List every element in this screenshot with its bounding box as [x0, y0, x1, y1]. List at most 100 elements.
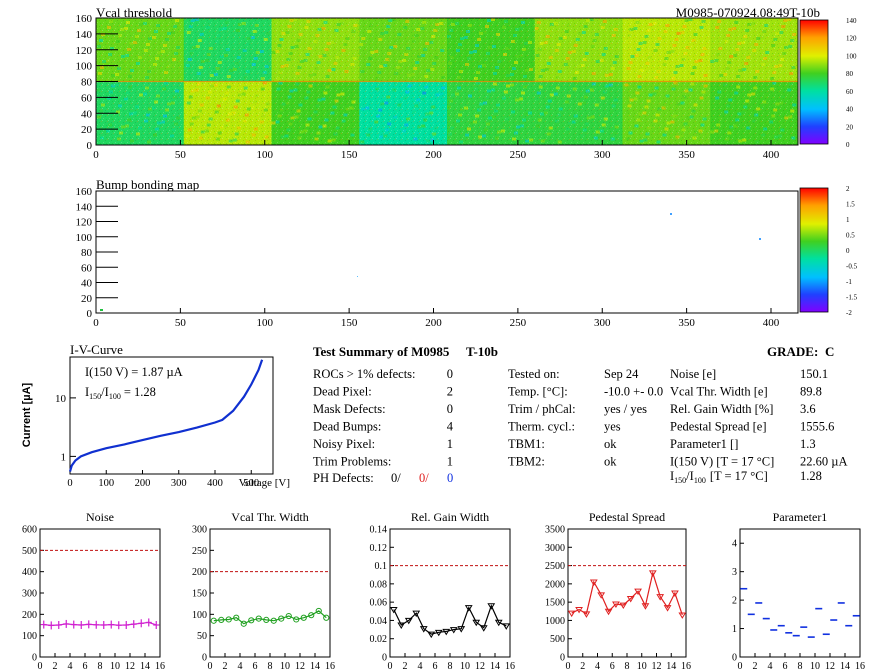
y-tick-label: 60: [81, 92, 93, 104]
vcal-threshold-axes: 0 50 100 150 200 250 300 350 400 0 20 40 60 80 100 120 1…: [76, 13, 780, 161]
data-point: [404, 617, 413, 625]
y-tick-label: 600: [22, 525, 37, 536]
result-row-value: 89.8: [800, 385, 822, 399]
x-tick-label: 6: [783, 661, 788, 672]
data-point: [656, 594, 665, 601]
x-tick-label: 4: [768, 661, 773, 672]
grade-value: C: [825, 344, 834, 359]
y-tick-label: 40: [81, 108, 93, 120]
data-point: [582, 611, 591, 618]
iv-x-tick-label: 400: [207, 478, 223, 489]
x-tick-label: 14: [840, 661, 850, 672]
data-point: [323, 614, 330, 621]
x-tick-label: 10: [280, 661, 290, 672]
x-tick-label: 2: [223, 661, 228, 672]
data-point: [597, 592, 606, 599]
y-tick-label: 500: [22, 546, 37, 557]
y-tick-label: 40: [81, 278, 93, 290]
vcal-threshold-title: Vcal threshold: [96, 5, 173, 20]
data-point: [278, 615, 285, 622]
y-tick-label: 0.14: [370, 525, 388, 536]
x-tick-label: 6: [253, 661, 258, 672]
summary-row-label: Trim Problems:: [313, 455, 391, 469]
y-tick-label: 0.02: [370, 634, 388, 645]
iv-ratio-sub2: 100: [109, 392, 121, 401]
y-tick-label: 2500: [545, 561, 565, 572]
per-roc-title: Parameter1: [773, 510, 828, 524]
ratio-row-label: I150/I100 [T = 17 °C]: [670, 469, 768, 485]
per-roc-frame: [739, 528, 861, 658]
x-tick-label: 16: [155, 661, 165, 672]
y-tick-label: 1000: [545, 616, 565, 627]
summary-results-column: Noise [e] 150.1 Vcal Thr. Width [e] 89.8 Rel…: [670, 367, 847, 469]
condition-row-value: ok: [604, 455, 617, 469]
x-tick-label: 50: [175, 317, 187, 329]
result-row-value: 22.60 µA: [800, 455, 847, 469]
y-tick-label: 100: [76, 61, 93, 73]
per-roc-frame: [567, 528, 687, 658]
colorbar-tick-label: 80: [846, 70, 854, 78]
ratio-row-sub1: 150: [674, 476, 686, 485]
x-tick-label: 0: [738, 661, 743, 672]
x-tick-label: 14: [140, 661, 150, 672]
y-tick-label: 80: [81, 77, 93, 89]
summary-heading: Test Summary of M0985: [313, 344, 450, 359]
data-point: [210, 617, 217, 624]
iv-ratio-value: = 1.28: [124, 385, 156, 399]
y-tick-label: 1500: [545, 598, 565, 609]
y-tick-label: 0: [560, 653, 565, 664]
bump-bonding-frame: [95, 190, 799, 314]
y-tick-label: 0.12: [370, 543, 388, 554]
x-tick-label: 0: [388, 661, 393, 672]
x-tick-label: 300: [594, 317, 611, 329]
y-tick-label: 2000: [545, 579, 565, 590]
x-tick-label: 16: [855, 661, 865, 672]
data-point: [567, 610, 576, 618]
x-tick-label: 12: [475, 661, 485, 672]
y-tick-label: 400: [22, 567, 37, 578]
y-tick-label: 0: [732, 653, 737, 664]
per-roc-title: Pedestal Spread: [589, 510, 665, 524]
y-tick-label: 140: [76, 201, 93, 213]
y-tick-label: 3: [732, 567, 737, 578]
y-tick-label: 0: [202, 653, 207, 664]
colorbar-tick-label: 1.5: [846, 201, 855, 209]
summary-row-value: 0: [447, 367, 453, 381]
x-tick-label: 2: [53, 661, 58, 672]
colorbar-tick-label: 120: [846, 35, 857, 43]
series-line: [213, 610, 327, 625]
data-point: [308, 612, 315, 619]
data-point: [412, 610, 421, 618]
iv-y-tick-label: 10: [55, 393, 67, 405]
x-tick-label: 8: [625, 661, 630, 672]
y-tick-label: 80: [81, 247, 93, 259]
y-tick-label: 3500: [545, 525, 565, 536]
x-tick-label: 0: [93, 149, 99, 161]
series-line: [43, 621, 157, 627]
y-tick-label: 50: [197, 631, 207, 642]
x-tick-label: 6: [83, 661, 88, 672]
x-tick-label: 12: [125, 661, 135, 672]
x-tick-label: 6: [610, 661, 615, 672]
iv-axes: 0 100 200 300 400 500 1 10: [55, 393, 259, 489]
bump-bonding-map: 0 50 100 150 200 250 300 350 4000204060801001201…: [76, 177, 858, 329]
colorbar-tick-label: 2: [846, 185, 850, 193]
y-tick-label: 150: [192, 589, 207, 600]
colorbar-tick-label: 0: [846, 141, 850, 149]
y-tick-label: 1: [732, 624, 737, 635]
colorbar-tick-label: -0.5: [846, 263, 858, 271]
iv-plot-frame: [69, 356, 274, 475]
x-tick-label: 200: [425, 149, 442, 161]
x-tick-label: 14: [490, 661, 500, 672]
x-tick-label: 0: [208, 661, 213, 672]
x-tick-label: 250: [510, 317, 527, 329]
y-tick-label: 4: [732, 539, 737, 550]
per-roc-frame: [389, 528, 511, 658]
data-point: [487, 603, 496, 610]
y-tick-label: 0.08: [370, 579, 388, 590]
data-point: [419, 626, 428, 633]
condition-row-value: ok: [604, 437, 617, 451]
condition-row-value: Sep 24: [604, 367, 639, 381]
